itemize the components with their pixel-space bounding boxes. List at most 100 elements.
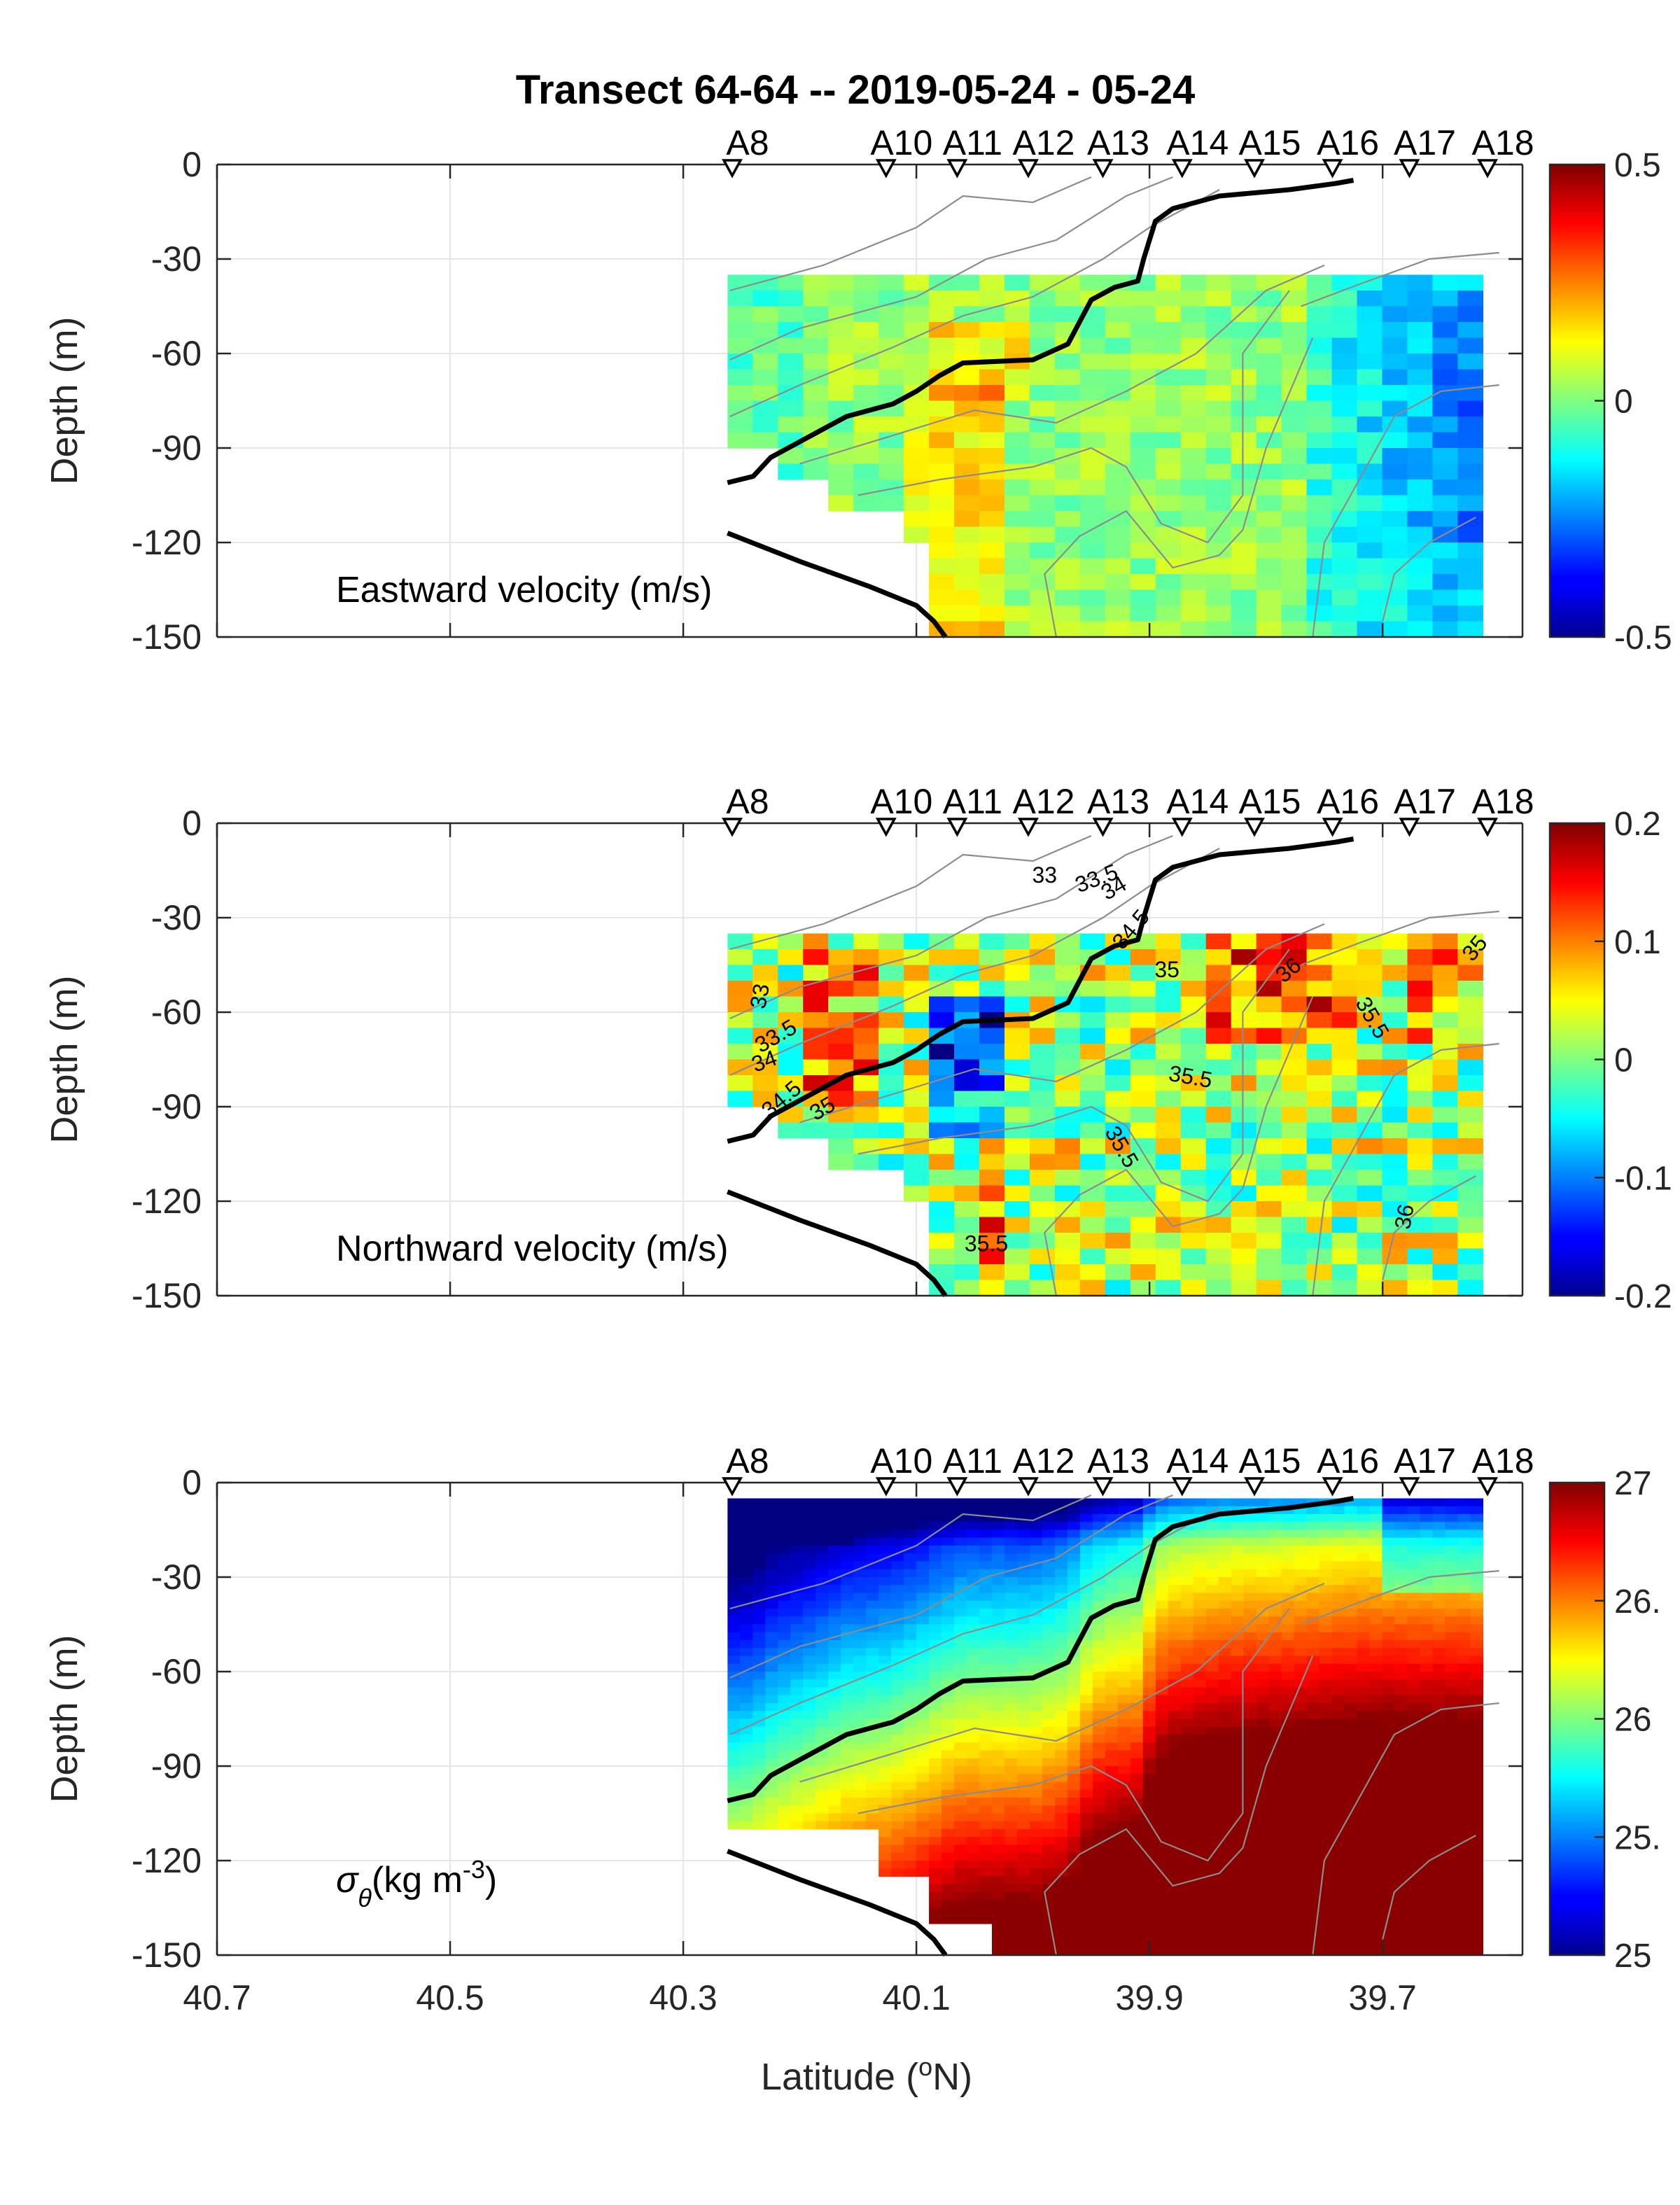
heatmap-cell [929,1506,942,1515]
heatmap-cell [1054,1782,1068,1791]
heatmap-cell [1130,1695,1144,1704]
heatmap-cell [904,1718,917,1728]
heatmap-cell [752,1624,766,1633]
heatmap-cell [1294,1782,1308,1791]
heatmap-cell [1079,1821,1093,1830]
heatmap-cell [1042,1782,1056,1791]
heatmap-cell [1369,1711,1383,1720]
heatmap-cell [1079,542,1106,559]
heatmap-cell [904,1616,917,1625]
heatmap-cell [979,1185,1005,1202]
heatmap-cell [1180,1028,1207,1044]
heatmap-cell [1079,400,1106,417]
heatmap-cell [1016,1821,1030,1830]
heatmap-cell [778,1687,791,1696]
heatmap-cell [765,1506,778,1515]
heatmap-cell [853,981,879,997]
heatmap-cell [1205,1774,1219,1783]
heatmap-cell [1004,981,1030,997]
heatmap-cell [1432,949,1459,966]
heatmap-cell [1331,1672,1345,1680]
heatmap-cell [1168,1616,1182,1625]
heatmap-cell [1445,1656,1459,1665]
heatmap-cell [727,290,753,307]
heatmap-cell [916,1624,930,1633]
station-marker [1477,1477,1498,1497]
heatmap-cell [1420,1774,1434,1783]
heatmap-cell [904,1829,917,1837]
heatmap-cell [841,1624,854,1633]
heatmap-cell [1369,1876,1383,1885]
heatmap-cell [904,463,930,480]
heatmap-cell [1243,1663,1257,1672]
heatmap-cell [1029,1821,1043,1830]
heatmap-cell [1205,1154,1232,1170]
heatmap-cell [1344,1766,1358,1774]
heatmap-cell [1407,1577,1421,1586]
heatmap-cell [853,949,879,966]
heatmap-cell [1344,1679,1358,1688]
heatmap-cell [1281,1695,1295,1704]
heatmap-cell [752,1789,766,1798]
heatmap-cell [929,337,955,354]
heatmap-cell [1117,1569,1131,1578]
heatmap-cell [1205,448,1232,465]
heatmap-cell [841,1742,854,1751]
heatmap-cell [790,1805,804,1814]
heatmap-cell [1016,1514,1030,1522]
heatmap-cell [1256,1553,1270,1562]
heatmap-cell [778,400,804,417]
y-tick-label: -150 [132,1935,202,1975]
heatmap-cell [1420,1907,1434,1917]
heatmap-cell [1420,1915,1434,1924]
heatmap-cell [1117,1672,1131,1680]
heatmap-cell [929,1498,942,1507]
y-tick-label: -30 [151,1558,202,1597]
heatmap-cell [1029,1546,1043,1554]
heatmap-cell [992,1585,1005,1594]
heatmap-cell [1319,1735,1333,1743]
heatmap-cell [1457,981,1483,997]
heatmap-cell [1306,1829,1320,1837]
heatmap-cell [904,1813,917,1822]
heatmap-cell [1432,1679,1446,1688]
heatmap-cell [1218,1546,1232,1554]
heatmap-cell [1205,1648,1219,1657]
heatmap-cell [1432,1726,1446,1735]
heatmap-cell [1029,1782,1043,1791]
heatmap-cell [1256,1687,1270,1696]
heatmap-cell [1130,1569,1144,1578]
heatmap-cell [1193,1805,1207,1814]
heatmap-cell [1420,1592,1434,1602]
heatmap-cell [1029,1537,1043,1546]
heatmap-cell [1105,1609,1119,1617]
heatmap-cell [816,1726,829,1735]
heatmap-cell [1369,1821,1383,1830]
heatmap-cell [1105,1766,1119,1774]
heatmap-cell [904,1577,917,1586]
heatmap-cell [992,1561,1005,1570]
heatmap-cell [1445,1522,1459,1531]
heatmap-cell [1432,542,1459,559]
heatmap-cell [967,1624,980,1633]
heatmap-cell [891,1789,904,1798]
heatmap-cell [1331,1939,1345,1948]
heatmap-cell [727,1522,741,1531]
heatmap-cell [1054,1844,1068,1854]
heatmap-cell [929,1522,942,1531]
heatmap-cell [1243,1789,1257,1798]
heatmap-cell [992,1852,1005,1861]
heatmap-cell [1205,1640,1219,1648]
heatmap-cell [1054,1498,1068,1507]
heatmap-cell [752,1648,766,1657]
heatmap-cell [816,1798,829,1806]
heatmap-cell [1281,1837,1295,1846]
heatmap-cell [1193,1530,1207,1539]
heatmap-cell [1067,1837,1081,1846]
heatmap-cell [1256,526,1282,543]
y-tick-label: -90 [151,1087,202,1126]
heatmap-cell [1054,1264,1081,1281]
heatmap-cell [1470,1498,1483,1507]
heatmap-cell [1092,1924,1106,1932]
heatmap-cell [1193,1640,1207,1648]
